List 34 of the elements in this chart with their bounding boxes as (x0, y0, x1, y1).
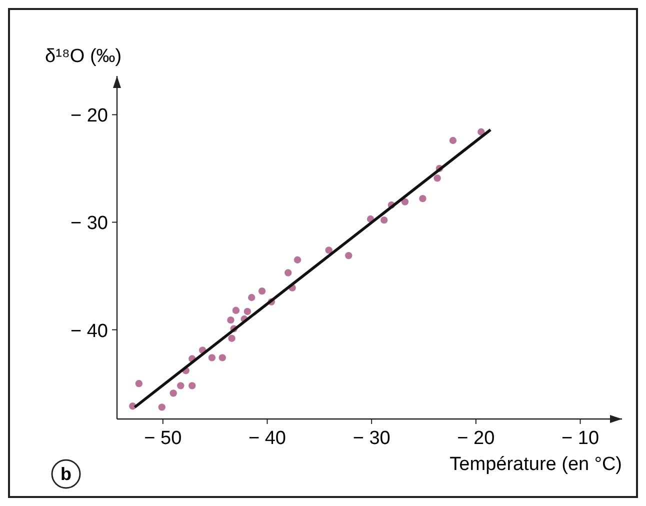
text: b (60, 464, 72, 484)
point (294, 256, 302, 264)
point (232, 306, 240, 314)
point (227, 316, 234, 324)
y-tick-label: − 20 (70, 106, 108, 127)
point (478, 128, 485, 136)
point (228, 334, 236, 342)
point (345, 252, 352, 260)
y-tick-label: − 40 (70, 320, 108, 342)
point (135, 380, 143, 388)
point (248, 294, 256, 302)
point (244, 308, 252, 316)
point (188, 382, 196, 390)
y-tick-label: − 30 (70, 213, 108, 234)
point (284, 269, 292, 276)
point (258, 287, 266, 295)
point (325, 246, 332, 254)
x-tick-label: − 20 (457, 428, 495, 449)
point (218, 354, 226, 362)
x-tick-label: − 30 (352, 428, 390, 449)
point (434, 174, 441, 182)
y-axis-title: δ¹⁸O (‰) (45, 46, 122, 67)
point (449, 136, 457, 144)
point (158, 404, 166, 411)
point (170, 390, 177, 397)
point (177, 382, 184, 390)
point (208, 354, 216, 362)
x-tick-label: − 10 (562, 428, 600, 449)
x-axis-title: Température (en °C) (450, 454, 622, 475)
point (401, 198, 409, 206)
x-tick-label: − 50 (144, 428, 182, 449)
point (380, 216, 388, 224)
x-tick-label: − 40 (248, 428, 286, 449)
point (419, 194, 426, 202)
